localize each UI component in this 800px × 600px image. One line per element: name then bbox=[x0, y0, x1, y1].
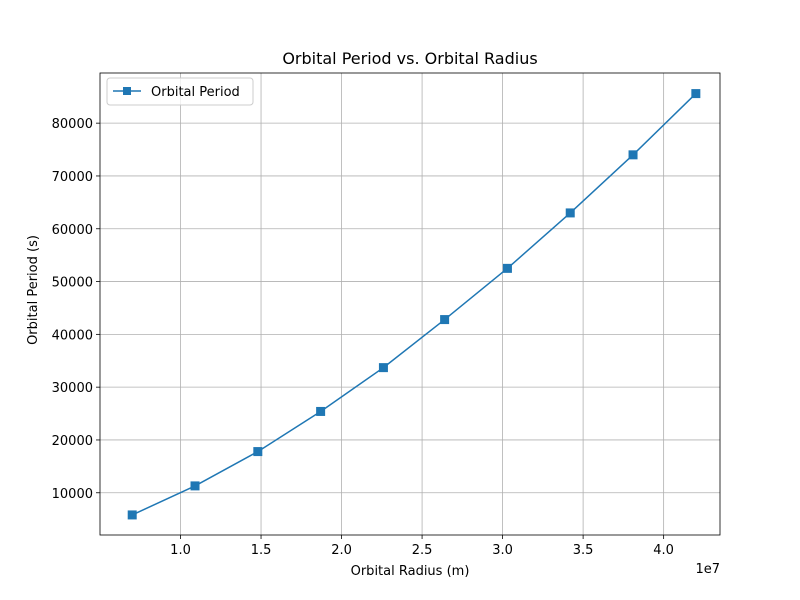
x-tick-label: 3.5 bbox=[573, 543, 594, 558]
chart-title: Orbital Period vs. Orbital Radius bbox=[282, 49, 537, 68]
y-tick-label: 20000 bbox=[52, 434, 93, 449]
x-offset-text: 1e7 bbox=[695, 562, 720, 577]
series-layer bbox=[127, 89, 701, 520]
y-tick-label: 50000 bbox=[52, 276, 93, 291]
legend: Orbital Period bbox=[106, 77, 254, 106]
legend-marker bbox=[123, 87, 131, 95]
plot-frame bbox=[99, 72, 721, 536]
x-tick-label: 4.0 bbox=[653, 543, 674, 558]
y-tick-label: 10000 bbox=[52, 487, 93, 502]
y-tick-label: 70000 bbox=[52, 170, 93, 185]
data-point bbox=[502, 263, 512, 273]
legend-label: Orbital Period bbox=[151, 85, 240, 100]
x-tick-label: 2.0 bbox=[331, 543, 352, 558]
data-point bbox=[565, 208, 575, 218]
data-point bbox=[691, 89, 701, 99]
x-axis: 1.0 1.5 2.0 2.5 3.0 3.5 4.0 bbox=[170, 535, 674, 558]
y-tick-label: 30000 bbox=[52, 381, 93, 396]
x-tick-label: 1.0 bbox=[170, 543, 191, 558]
x-axis-label: Orbital Radius (m) bbox=[351, 564, 470, 579]
grid-lines bbox=[100, 73, 720, 535]
y-tick-label: 80000 bbox=[52, 117, 93, 132]
x-tick-label: 2.5 bbox=[412, 543, 433, 558]
data-point bbox=[127, 510, 137, 520]
y-tick-label: 40000 bbox=[52, 328, 93, 343]
y-tick-label: 60000 bbox=[52, 223, 93, 238]
data-point bbox=[316, 406, 326, 416]
data-point bbox=[253, 447, 263, 457]
y-axis: 10000 20000 30000 40000 50000 60000 70000 80000 bbox=[52, 117, 100, 502]
data-point bbox=[190, 481, 200, 491]
y-axis-label: Orbital Period (s) bbox=[26, 235, 41, 345]
series-line bbox=[131, 93, 697, 516]
data-point bbox=[628, 150, 638, 160]
x-tick-label: 3.0 bbox=[492, 543, 513, 558]
data-point bbox=[440, 315, 450, 325]
legend-box bbox=[106, 77, 254, 106]
x-tick-label: 1.5 bbox=[251, 543, 272, 558]
data-point bbox=[378, 363, 388, 373]
